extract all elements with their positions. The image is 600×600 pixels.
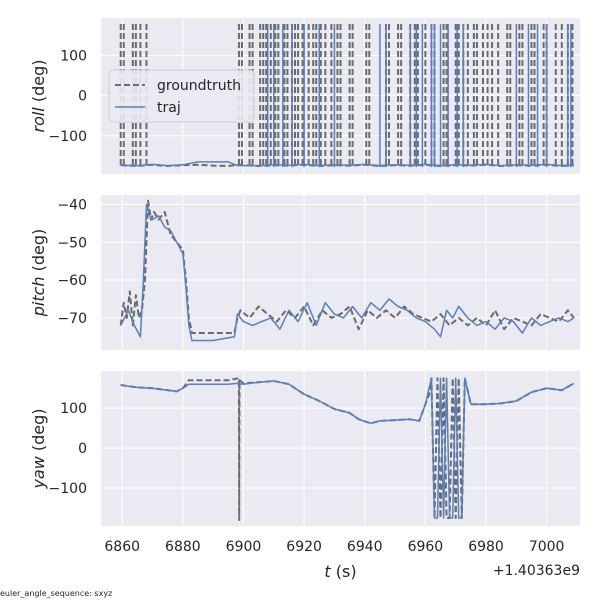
legend-label-groundtruth: groundtruth xyxy=(157,78,241,94)
y-tick-label: −40 xyxy=(57,197,87,213)
x-tick-label: 6880 xyxy=(165,539,201,555)
plot-area xyxy=(101,195,580,350)
y-tick-label: 100 xyxy=(60,401,87,417)
legend-box xyxy=(108,69,255,123)
series-traj-line xyxy=(120,377,575,519)
y-axis-label: roll (deg) xyxy=(29,60,48,133)
x-tick-label: 6940 xyxy=(347,539,383,555)
x-tick-label: 7000 xyxy=(529,539,565,555)
legend-label-traj: traj xyxy=(157,100,181,116)
x-axis-label-unit: (s) xyxy=(331,562,357,581)
x-tick-label: 6920 xyxy=(286,539,322,555)
x-tick-label: 6980 xyxy=(468,539,504,555)
y-axis-label-var: yaw xyxy=(29,455,48,489)
series-groundtruth-line xyxy=(119,199,575,334)
x-offset-text: +1.40363e9 xyxy=(493,563,580,579)
x-tick-label: 6860 xyxy=(104,539,140,555)
x-axis-label-var: t xyxy=(324,562,331,581)
series-layer xyxy=(119,24,574,168)
series-traj-line xyxy=(120,203,575,342)
series-layer xyxy=(120,377,575,521)
y-axis-label-var: pitch xyxy=(29,276,48,317)
y-tick-label: −60 xyxy=(57,273,87,289)
x-tick-label: 6900 xyxy=(226,539,262,555)
y-tick-label: −100 xyxy=(49,129,87,145)
y-tick-label: 100 xyxy=(60,48,87,64)
x-axis-label: t (s) xyxy=(324,562,356,581)
y-axis-label-var: roll xyxy=(29,107,48,133)
y-axis-label: yaw (deg) xyxy=(29,408,48,489)
y-tick-label: 0 xyxy=(78,89,87,105)
y-axis-label-unit: (deg) xyxy=(29,60,48,108)
y-axis-label: pitch (deg) xyxy=(29,229,48,318)
y-tick-label: −100 xyxy=(49,481,87,497)
y-tick-label: −50 xyxy=(57,235,87,251)
y-axis-label-unit: (deg) xyxy=(29,408,48,456)
panel-pitch: −70 −60 −50 −40 pitch (deg) xyxy=(29,195,580,350)
legend: groundtruth traj xyxy=(108,69,255,123)
y-tick-label: 0 xyxy=(78,441,87,457)
y-tick-label: −70 xyxy=(57,311,87,327)
y-axis-label-unit: (deg) xyxy=(29,229,48,277)
euler-sequence-note: euler_angle_sequence: sxyz xyxy=(0,589,113,598)
panel-yaw: −100 0 100 6860 6880 6900 6920 6940 6960 6980 7000… xyxy=(29,371,580,581)
series-layer xyxy=(119,199,575,342)
x-tick-label: 6960 xyxy=(408,539,444,555)
panel-roll: −100 0 100 roll (deg) groundtruth traj xyxy=(29,18,580,174)
series-traj-line xyxy=(120,161,574,167)
